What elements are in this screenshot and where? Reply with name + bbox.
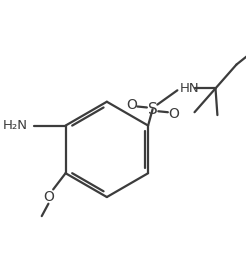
Text: S: S [148, 102, 157, 117]
Text: O: O [126, 98, 137, 112]
Text: HN: HN [179, 82, 199, 95]
Text: H₂N: H₂N [2, 119, 28, 132]
Text: O: O [168, 107, 179, 121]
Text: O: O [43, 190, 54, 204]
